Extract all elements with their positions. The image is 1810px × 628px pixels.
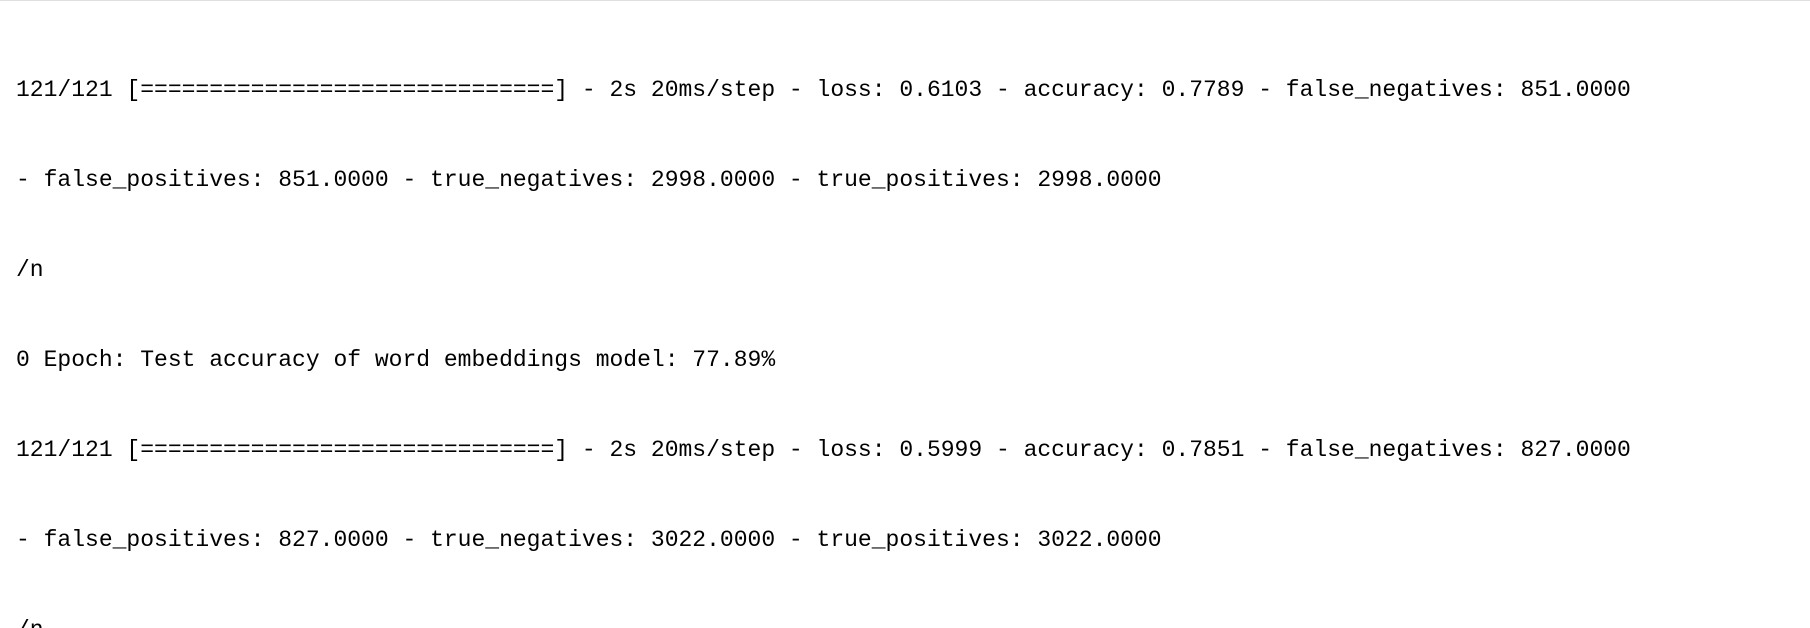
output-line-newline: /n xyxy=(16,615,1810,628)
output-line-metrics: - false_positives: 851.0000 - true_negat… xyxy=(16,167,1162,193)
output-line-newline: /n xyxy=(16,257,44,283)
output-line-progress: 121/121 [==============================]… xyxy=(16,437,1631,463)
stdout-output-area[interactable]: 121/121 [==============================]… xyxy=(16,15,1810,628)
output-line-progress: 121/121 [==============================]… xyxy=(16,77,1631,103)
output-line-metrics: - false_positives: 827.0000 - true_negat… xyxy=(16,527,1162,553)
output-line-epoch-accuracy: 0 Epoch: Test accuracy of word embedding… xyxy=(16,347,776,373)
